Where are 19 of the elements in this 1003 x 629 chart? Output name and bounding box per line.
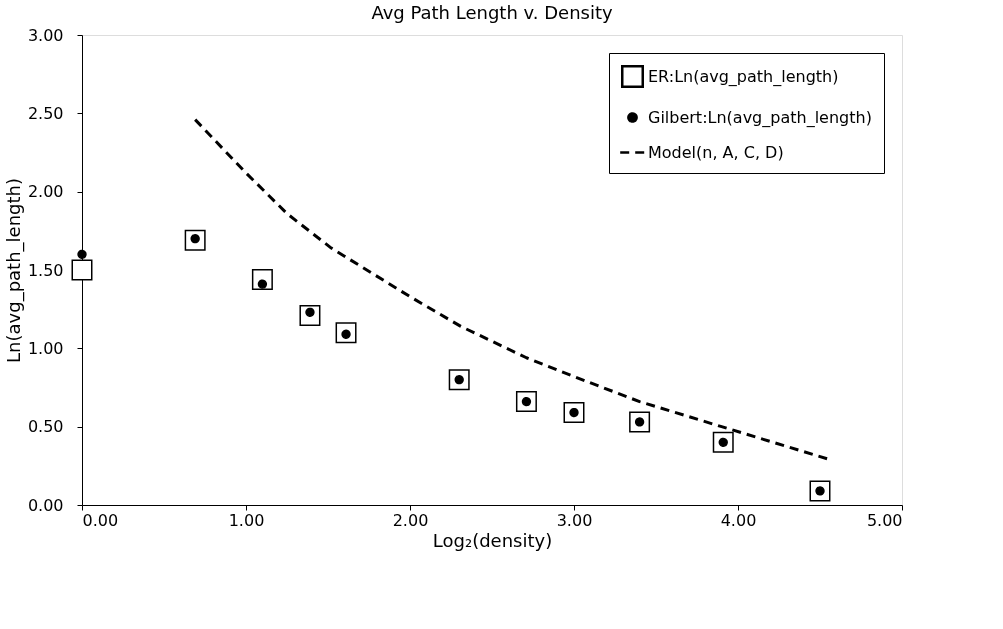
y-tick-label: 1.00 [27, 338, 64, 358]
chart-title: Avg Path Length v. Density [371, 2, 613, 23]
y-tick-label: 2.50 [27, 103, 64, 123]
legend-label: Gilbert:Ln(avg_path_length) [648, 107, 872, 128]
y-tick-label: 1.50 [27, 260, 64, 280]
x-tick-label: 3.00 [556, 510, 593, 530]
x-tick-label: 1.00 [228, 510, 265, 530]
y-tick-label: 0.50 [27, 417, 64, 437]
x-tick-label: 5.00 [866, 510, 903, 530]
legend-label: ER:Ln(avg_path_length) [648, 66, 839, 87]
y-axis-title: Ln(avg_path_length) [2, 178, 25, 363]
legend-label: Model(n, A, C, D) [648, 142, 784, 162]
x-tick-label: 2.00 [392, 510, 429, 530]
y-tick-label: 3.00 [27, 25, 64, 45]
y-tick-label: 2.00 [27, 182, 64, 202]
x-axis-title: Log₂(density) [432, 529, 553, 551]
x-tick-label: 0.00 [82, 510, 119, 530]
x-tick-label: 4.00 [720, 510, 757, 530]
y-tick-label: 0.00 [27, 495, 64, 515]
